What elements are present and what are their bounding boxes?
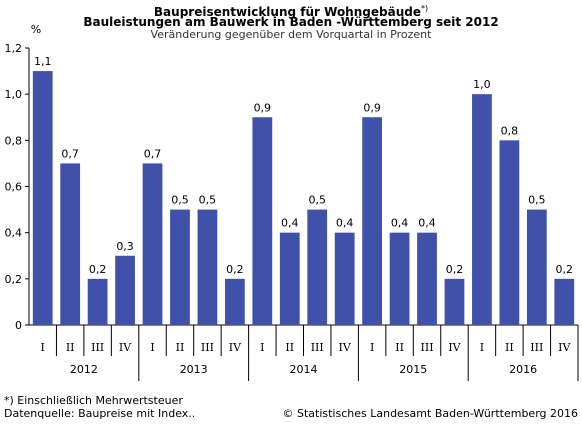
x-tick-label-year: 2013 bbox=[180, 363, 208, 376]
bar-value-label: 0,5 bbox=[171, 194, 189, 207]
copyright: © Statistisches Landesamt Baden-Württemb… bbox=[282, 407, 578, 420]
bar bbox=[444, 278, 465, 325]
bar-value-label: 0,7 bbox=[144, 147, 162, 160]
bar bbox=[142, 163, 163, 325]
bar-value-label: 1,1 bbox=[34, 55, 52, 68]
bar-value-label: 0,2 bbox=[226, 263, 244, 276]
bar bbox=[87, 278, 108, 325]
bar bbox=[526, 209, 547, 325]
y-tick-label: 1,0 bbox=[5, 88, 23, 101]
bar-value-label: 0,2 bbox=[556, 263, 574, 276]
x-tick-label-quarter: I bbox=[260, 341, 264, 354]
bar bbox=[334, 232, 355, 325]
bar-value-label: 0,9 bbox=[363, 101, 381, 114]
bar-value-label: 0,7 bbox=[61, 147, 79, 160]
bar-value-label: 0,5 bbox=[528, 194, 546, 207]
x-tick-label-quarter: I bbox=[480, 341, 484, 354]
bar bbox=[224, 278, 245, 325]
y-axis-unit-label: % bbox=[31, 23, 41, 36]
x-tick-label-quarter: IV bbox=[119, 341, 132, 354]
bar bbox=[60, 163, 81, 325]
x-tick-label-quarter: I bbox=[41, 341, 45, 354]
x-tick-label-quarter: IV bbox=[558, 341, 571, 354]
x-tick-label-quarter: III bbox=[421, 341, 434, 354]
bar bbox=[389, 232, 410, 325]
x-tick-label-quarter: I bbox=[150, 341, 154, 354]
x-tick-label-quarter: III bbox=[201, 341, 214, 354]
y-tick-label: 0 bbox=[15, 319, 22, 332]
x-tick-label-quarter: IV bbox=[339, 341, 352, 354]
bar-value-label: 0,4 bbox=[281, 217, 299, 230]
title-footnote-mark: *) bbox=[420, 4, 429, 13]
bar-value-label: 0,2 bbox=[89, 263, 107, 276]
y-tick-label: 0,2 bbox=[5, 273, 23, 286]
bar-value-label: 0,9 bbox=[254, 101, 272, 114]
x-tick-label-year: 2015 bbox=[399, 363, 427, 376]
bar bbox=[499, 140, 520, 325]
x-tick-label-year: 2012 bbox=[70, 363, 98, 376]
bar bbox=[115, 255, 135, 325]
bar bbox=[417, 232, 437, 325]
bar bbox=[252, 117, 273, 325]
bar-value-label: 0,4 bbox=[336, 217, 354, 230]
y-tick-label: 0,6 bbox=[5, 181, 23, 194]
bar-value-label: 0,3 bbox=[116, 240, 134, 253]
bar-value-label: 0,5 bbox=[199, 194, 217, 207]
bar bbox=[197, 209, 218, 325]
x-tick-label-quarter: II bbox=[66, 341, 75, 354]
bar-value-label: 0,5 bbox=[308, 194, 326, 207]
x-tick-label-quarter: IV bbox=[229, 341, 242, 354]
chart-title: Baupreisentwicklung für Wohngebäude*) bbox=[153, 4, 429, 19]
bar bbox=[279, 232, 300, 325]
x-tick-label-quarter: II bbox=[395, 341, 404, 354]
x-tick-label-quarter: II bbox=[285, 341, 294, 354]
bar bbox=[554, 278, 575, 325]
bar bbox=[307, 209, 328, 325]
bar-value-label: 0,4 bbox=[418, 217, 436, 230]
bar bbox=[362, 117, 383, 325]
bar-value-label: 1,0 bbox=[473, 78, 491, 91]
x-tick-label-quarter: IV bbox=[448, 341, 461, 354]
x-tick-label-quarter: I bbox=[370, 341, 374, 354]
x-tick-label-quarter: III bbox=[311, 341, 324, 354]
data-source: Datenquelle: Baupreise mit Index.. bbox=[4, 407, 196, 420]
y-tick-label: 0,8 bbox=[5, 134, 23, 147]
footnote: *) Einschließlich Mehrwertsteuer bbox=[4, 394, 183, 407]
bar bbox=[32, 71, 53, 325]
bar bbox=[170, 209, 190, 325]
bar-value-label: 0,2 bbox=[446, 263, 464, 276]
bar-value-label: 0,4 bbox=[391, 217, 409, 230]
y-tick-label: 1,2 bbox=[5, 42, 23, 55]
x-tick-label-quarter: III bbox=[530, 341, 543, 354]
bar-value-label: 0,8 bbox=[501, 124, 519, 137]
x-tick-label-year: 2016 bbox=[509, 363, 537, 376]
x-tick-label-quarter: III bbox=[91, 341, 104, 354]
x-tick-label-year: 2014 bbox=[290, 363, 318, 376]
bar bbox=[472, 94, 492, 326]
chart-subtitle: Veränderung gegenüber dem Vorquartal in … bbox=[150, 28, 432, 41]
y-tick-label: 0,4 bbox=[5, 227, 23, 240]
x-tick-label-quarter: II bbox=[176, 341, 185, 354]
chart-subtitle-bold: Bauleistungen am Bauwerk in Baden -Württ… bbox=[83, 15, 499, 29]
x-tick-label-quarter: II bbox=[505, 341, 514, 354]
